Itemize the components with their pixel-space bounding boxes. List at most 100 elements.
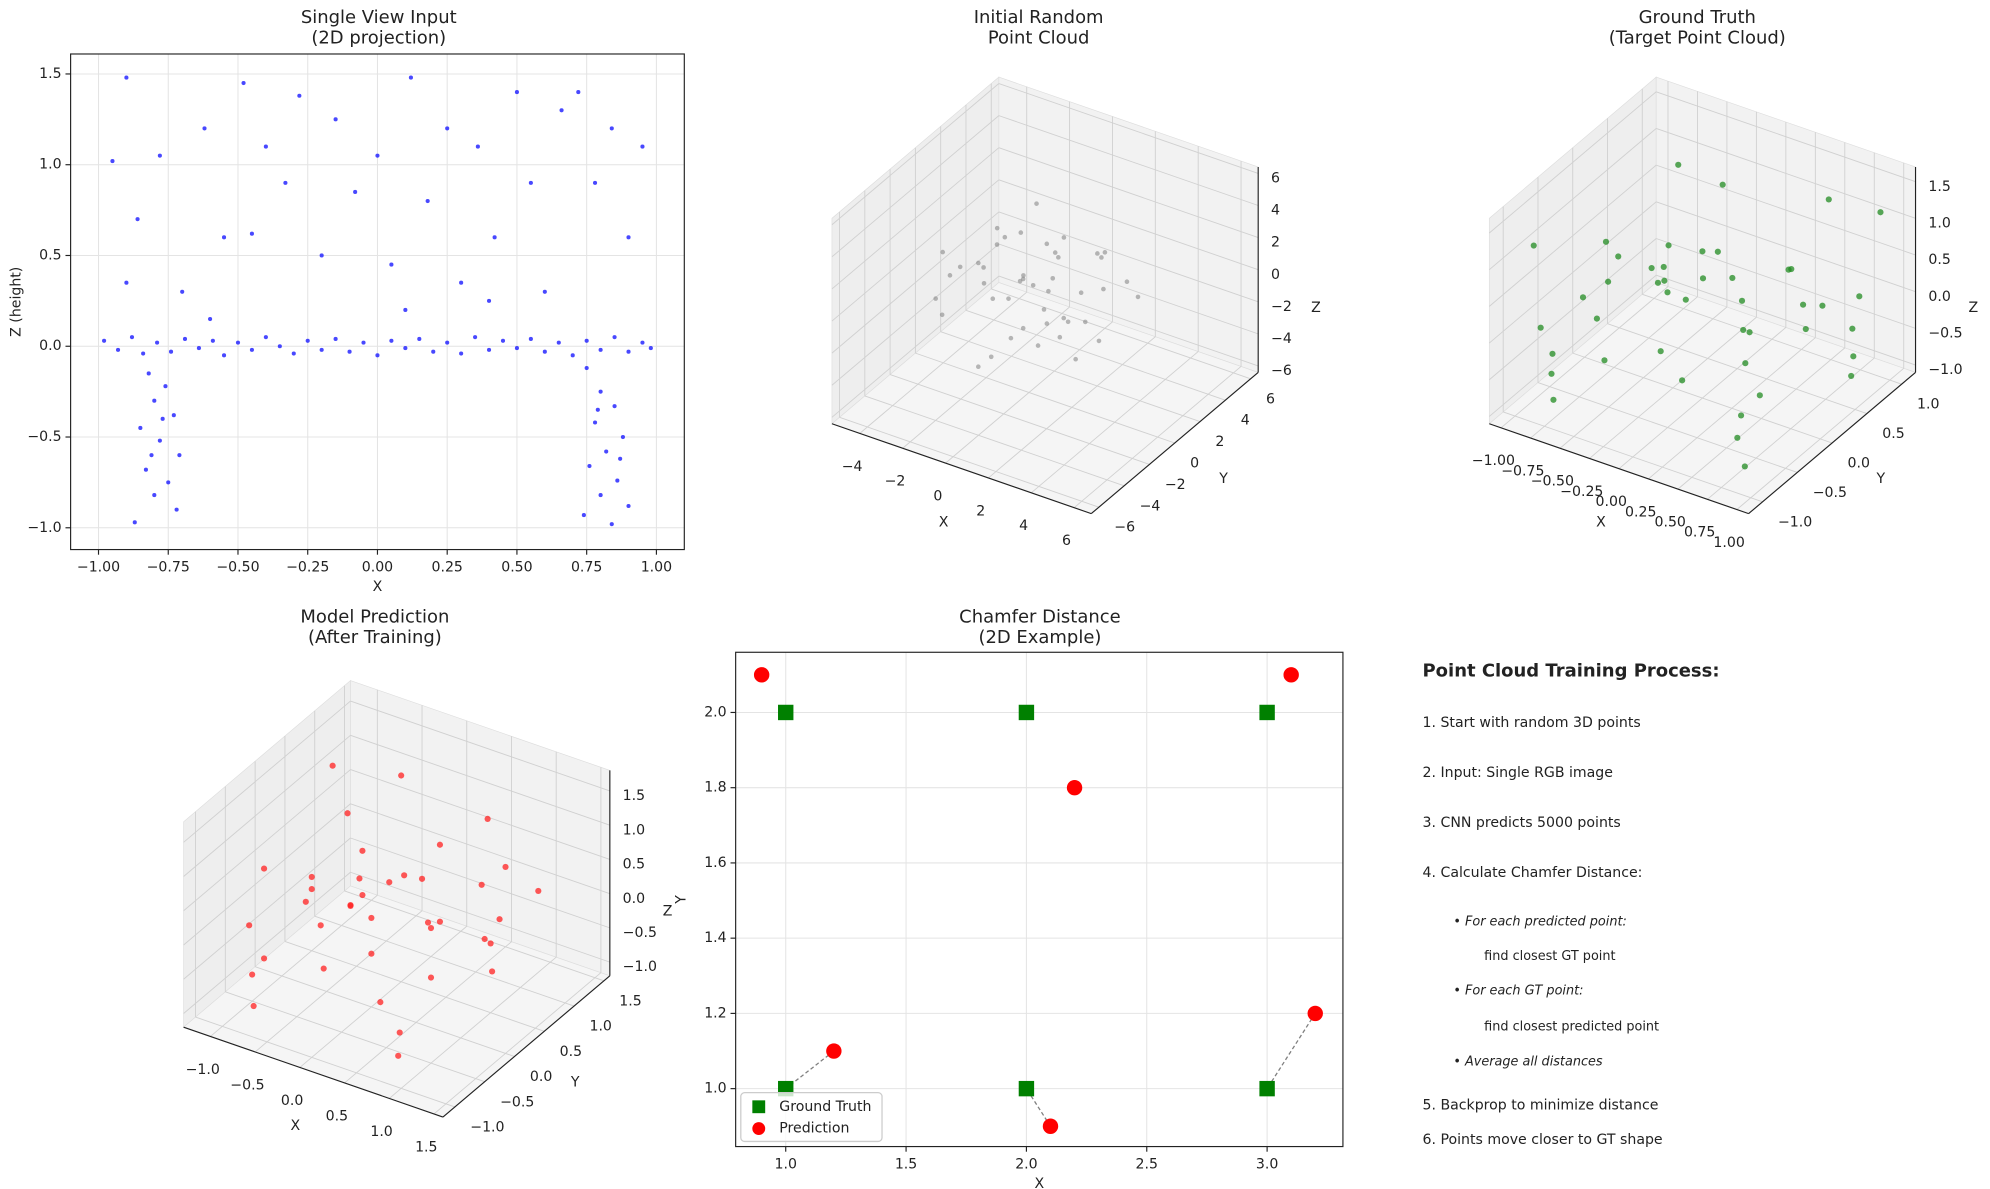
point: [149, 453, 154, 458]
point: [177, 453, 182, 458]
note-line: 2. Input: Single RGB image: [1423, 765, 1613, 781]
point: [403, 307, 408, 313]
point: [1050, 276, 1056, 281]
point: [157, 438, 162, 443]
point: [368, 950, 375, 957]
grid-line: [965, 309, 1226, 401]
grid-line: [1656, 274, 1916, 366]
point: [386, 879, 393, 886]
point: [473, 335, 478, 340]
x-tick-label: −0.25: [1560, 484, 1603, 500]
point: [1096, 338, 1102, 344]
x-tick-label: 0: [933, 488, 942, 504]
point: [976, 364, 981, 370]
point: [976, 260, 981, 266]
legend-swatch: [752, 1100, 766, 1114]
z-axis-label: Z: [1311, 300, 1321, 316]
z-tick-label: 0.5: [623, 857, 645, 873]
point: [263, 335, 268, 340]
chart-title: (2D projection): [311, 28, 446, 49]
point: [395, 1052, 402, 1059]
point: [514, 346, 519, 351]
point: [981, 280, 987, 286]
grid-line: [1642, 293, 1902, 385]
point: [1099, 255, 1104, 260]
point: [988, 354, 994, 360]
point: [1661, 277, 1668, 284]
grid-line: [433, 972, 602, 1115]
chart-title: (After Training): [308, 627, 442, 648]
point: [994, 225, 1000, 231]
point: [1742, 360, 1749, 367]
point: [478, 881, 485, 888]
point: [459, 351, 464, 356]
marker: [1066, 779, 1083, 796]
point: [180, 289, 185, 294]
point: [957, 264, 963, 270]
point: [182, 336, 188, 342]
point: [1034, 201, 1039, 206]
chart-title: (Target Point Cloud): [1609, 28, 1786, 49]
point: [592, 420, 598, 425]
point: [403, 346, 408, 351]
grid-line: [183, 734, 351, 877]
marker: [1042, 1118, 1059, 1134]
point: [1719, 181, 1726, 188]
x-tick-label: 1.00: [1713, 535, 1744, 551]
point: [353, 189, 358, 195]
grid-line: [1572, 352, 1833, 444]
marker: [1307, 1005, 1323, 1022]
point: [347, 902, 354, 910]
point: [1738, 412, 1745, 419]
x-tick-label: 0.00: [1596, 494, 1627, 510]
point: [1073, 356, 1078, 362]
grid-line: [831, 147, 1000, 290]
point: [1530, 242, 1537, 249]
point: [542, 289, 547, 294]
y-tick-label: 1.5: [39, 66, 61, 82]
point: [246, 922, 253, 929]
point: [595, 407, 600, 412]
point: [260, 865, 268, 872]
grid-line: [183, 871, 351, 1014]
x-tick-label: −0.75: [147, 560, 190, 576]
grid-line: [344, 890, 605, 982]
y-axis: [1748, 371, 1916, 515]
point: [1648, 264, 1655, 272]
point: [584, 338, 589, 343]
y-tick-label: −0.5: [27, 429, 61, 445]
marker: [753, 667, 770, 683]
grid-line: [254, 910, 423, 1053]
point: [1675, 161, 1682, 168]
grid-line: [831, 83, 1000, 226]
note-line: find closest predicted point: [1484, 1020, 1659, 1035]
point: [1002, 234, 1008, 240]
x-axis-label: X: [290, 1118, 300, 1134]
legend-label: Ground Truth: [779, 1099, 871, 1115]
point: [994, 242, 1000, 247]
point: [417, 336, 422, 342]
grid-line: [299, 925, 468, 1068]
point: [102, 338, 107, 343]
point: [1095, 251, 1100, 256]
point: [1850, 353, 1857, 360]
x-tick-label: −4: [842, 459, 863, 475]
point: [576, 90, 581, 95]
point: [329, 762, 336, 769]
x-tick-label: −0.75: [1501, 463, 1544, 479]
z-tick-label: 6: [1271, 171, 1280, 187]
grid-line: [1489, 274, 1657, 417]
y-tick-label: 1.0: [39, 157, 61, 173]
point: [115, 347, 121, 352]
y-tick-label: 0: [1190, 456, 1199, 472]
point: [1102, 250, 1108, 255]
point: [1738, 297, 1746, 304]
grid-line: [350, 871, 610, 963]
x-tick-label: −0.25: [286, 560, 329, 576]
point: [1802, 325, 1809, 333]
point: [375, 353, 380, 358]
grid-line: [1489, 238, 1657, 381]
y-tick-label: 1.8: [704, 780, 726, 796]
point: [598, 493, 603, 498]
